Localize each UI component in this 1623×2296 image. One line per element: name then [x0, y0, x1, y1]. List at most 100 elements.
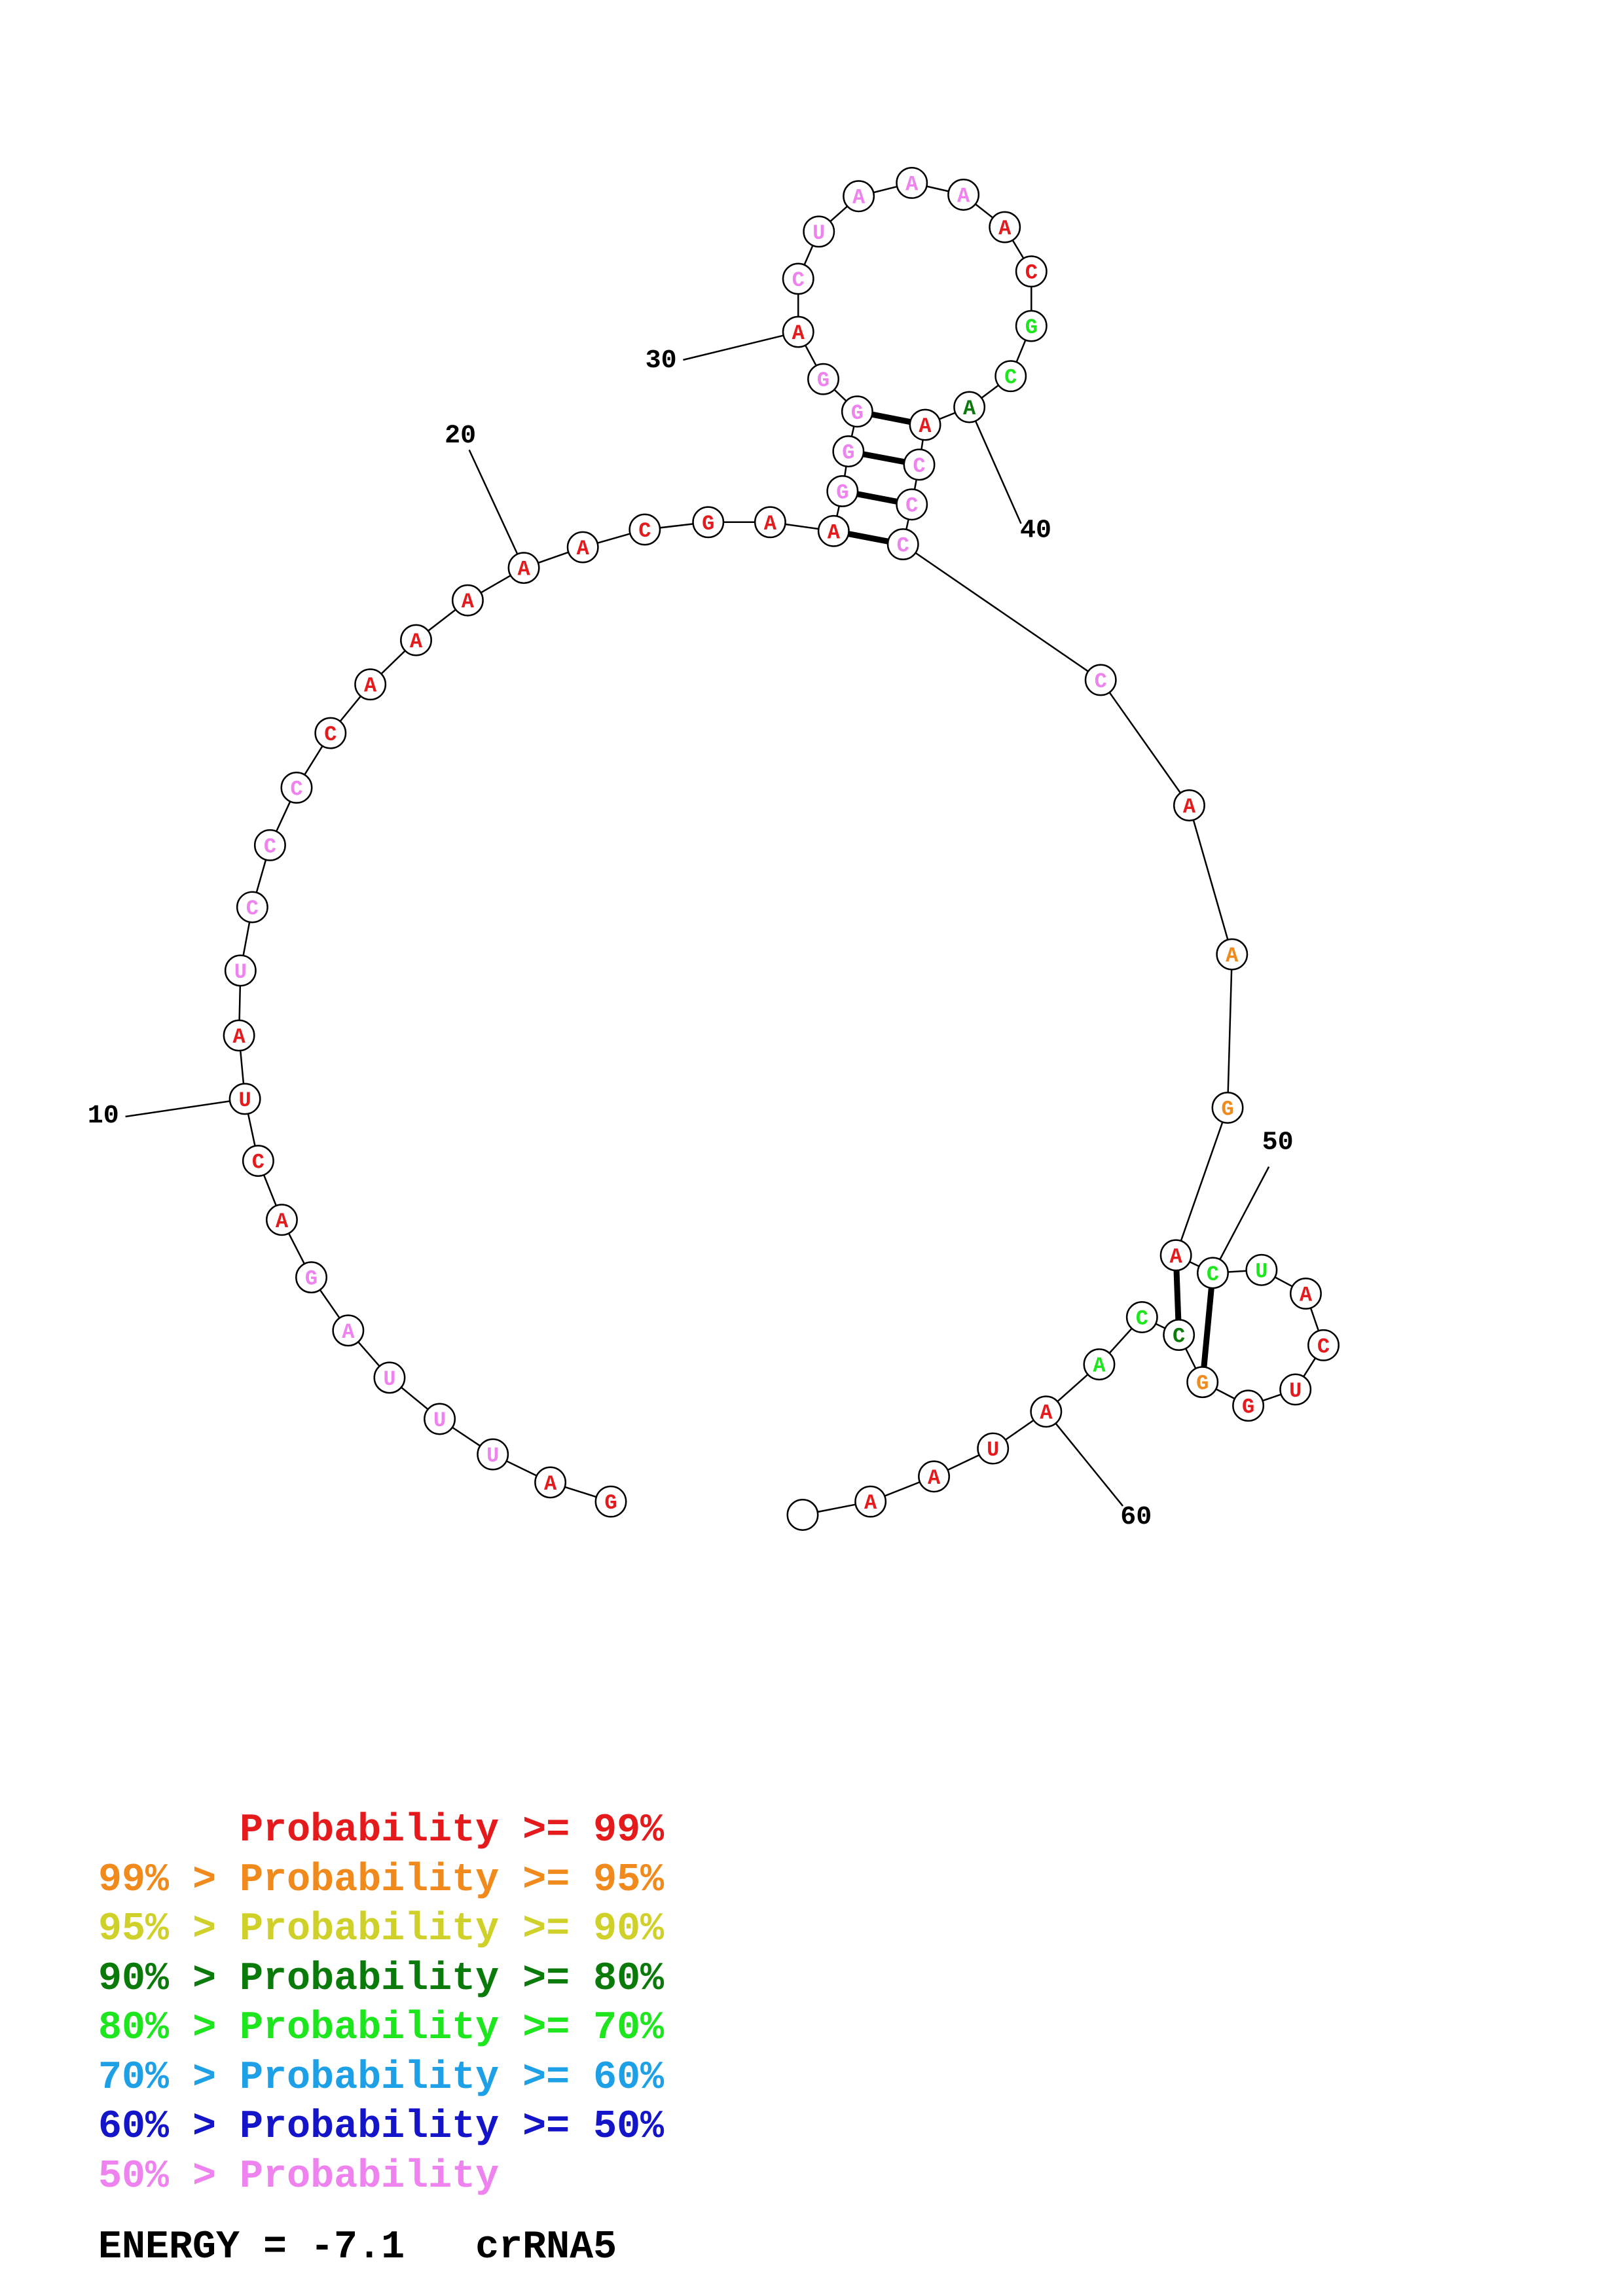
nucleotide-letter: U: [987, 1438, 999, 1462]
nucleotide-circle: [989, 211, 1021, 243]
nucleotide-circle: [1163, 1319, 1195, 1352]
nucleotide-circle: [1125, 1301, 1158, 1333]
nucleotide: A: [1216, 938, 1249, 971]
nucleotide-letter: C: [1095, 670, 1107, 694]
backbone-lines: [238, 182, 1324, 1516]
nucleotide-circle: [896, 166, 928, 199]
legend-text: Probability >= 70%: [240, 2006, 665, 2051]
legend-prefix: [98, 1808, 240, 1853]
nucleotide-letter: A: [928, 1466, 941, 1490]
legend-text: Probability >= 50%: [240, 2105, 665, 2149]
nucleotide-letter: A: [1183, 795, 1196, 819]
nucleotide-circle: [1083, 1348, 1116, 1381]
nucleotide-circle: [1216, 938, 1249, 971]
nucleotide-circle: [1197, 1257, 1229, 1289]
nucleotide-letter: A: [1040, 1401, 1053, 1426]
nucleotide-letter: A: [792, 321, 805, 346]
nucleotide-circle: [903, 448, 936, 481]
nucleotide-circle: [886, 528, 919, 561]
nucleotide: A: [451, 584, 484, 617]
nucleotide: [786, 1499, 819, 1531]
nucleotide: G: [1211, 1092, 1244, 1124]
nucleotide: C: [896, 488, 928, 521]
legend-text: Probability >= 99%: [240, 1808, 665, 1853]
nucleotide-circle: [854, 1485, 887, 1518]
nucleotide-letter: C: [1136, 1306, 1148, 1331]
nucleotide-letter: G: [851, 401, 864, 425]
nucleotide-circle: [803, 215, 835, 248]
legend-row: 95% > Probability >= 90%: [98, 1905, 664, 1955]
nucleotide-circle: [826, 475, 859, 507]
nucleotide: A: [332, 1314, 365, 1347]
legend-prefix: 90% >: [98, 1956, 240, 2001]
nucleotide: U: [1279, 1373, 1312, 1406]
legend-text: Probability >= 95%: [240, 1857, 665, 1903]
nucleotide-circle: [782, 315, 814, 348]
legend-prefix: 50% >: [98, 2154, 240, 2199]
nucleotide-letter: C: [264, 834, 276, 859]
nucleotide: C: [1125, 1301, 1158, 1333]
nucleotide: C: [1084, 664, 1117, 696]
position-label: 50: [1262, 1128, 1294, 1158]
nucleotide-circle: [1211, 1092, 1244, 1124]
nucleotide-letter: A: [232, 1025, 246, 1049]
nucleotide: C: [1163, 1319, 1195, 1352]
nucleotide-letter: A: [919, 414, 932, 439]
nucleotide: U: [373, 1361, 406, 1394]
nucleotide-letter: A: [828, 520, 841, 545]
nucleotide-circle: [807, 363, 839, 395]
backbone-segment: [1226, 954, 1233, 1108]
nucleotide-letter: G: [1196, 1372, 1209, 1396]
position-label: 60: [1120, 1503, 1152, 1532]
nucleotide-circle: [754, 506, 786, 539]
legend-prefix: 80% >: [98, 2006, 240, 2051]
nucleotide: C: [242, 1145, 274, 1177]
nucleotide: A: [400, 624, 432, 656]
position-tick: [1045, 1410, 1123, 1507]
nucleotide-letter: C: [1317, 1335, 1330, 1359]
nucleotide-circle: [1173, 789, 1205, 821]
nucleotide: A: [265, 1204, 298, 1236]
legend-text: Probability >= 90%: [240, 1907, 665, 1952]
nucleotide-letter: C: [1173, 1325, 1185, 1349]
nucleotide-circle: [594, 1485, 627, 1518]
nucleotide-circle: [1232, 1390, 1265, 1422]
nucleotide-letter: A: [998, 217, 1012, 241]
backbone-segment: [1175, 1107, 1229, 1256]
nucleotide: G: [1186, 1366, 1219, 1399]
nucleotide-circle: [629, 513, 661, 546]
nucleotide-letter: G: [305, 1267, 318, 1291]
nucleotide: U: [424, 1403, 456, 1435]
nucleotide-letter: A: [364, 674, 377, 698]
nucleotide-letter: C: [324, 723, 337, 747]
nucleotide-circle: [1015, 255, 1048, 288]
nucleotide: G: [594, 1485, 627, 1518]
position-label: 20: [445, 422, 476, 451]
position-label: 40: [1020, 516, 1051, 545]
nucleotide-circle: [832, 435, 865, 468]
nucleotide: A: [854, 1485, 887, 1518]
nucleotide-letter: C: [897, 534, 909, 558]
nucleotide: A: [909, 408, 941, 441]
legend-prefix: 99% >: [98, 1857, 240, 1903]
nucleotide-letter: G: [1025, 315, 1038, 340]
nucleotide-letter: C: [1025, 261, 1038, 285]
base-pair-bonds: [833, 408, 1216, 1383]
nucleotide-circle: [817, 514, 850, 547]
nucleotide-circle: [918, 1460, 951, 1493]
nucleotide-letter: G: [817, 368, 830, 393]
energy-value: ENERGY = -7.1: [98, 2225, 405, 2270]
nucleotide: G: [1015, 310, 1048, 342]
nucleotide-circle: [947, 179, 980, 211]
nucleotide-circle: [280, 771, 313, 804]
nucleotide-circle: [692, 506, 725, 539]
position-tick: [968, 406, 1022, 524]
position-label: 30: [646, 346, 677, 376]
nucleotide: C: [1015, 255, 1048, 288]
nucleotide-letter: A: [1093, 1354, 1106, 1378]
nucleotide: A: [1030, 1395, 1063, 1428]
nucleotide-circle: [953, 391, 986, 423]
nucleotide: C: [903, 448, 936, 481]
nucleotide: A: [989, 211, 1021, 243]
